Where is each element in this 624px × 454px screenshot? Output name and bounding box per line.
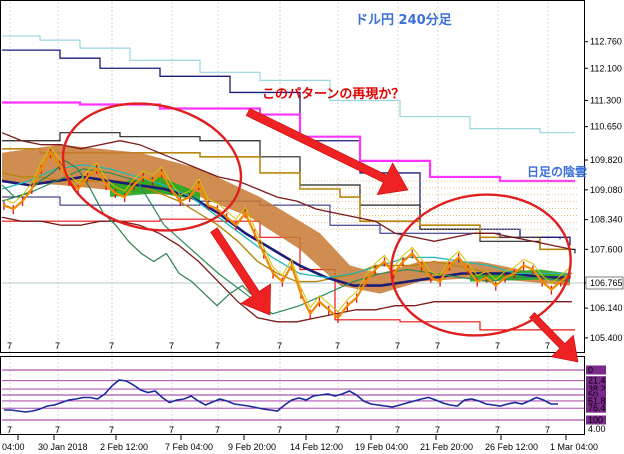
day-marker: 7 [215, 425, 220, 435]
signal-line [3, 145, 571, 313]
x-tick-label: 21 Feb 20:00 [420, 442, 473, 452]
x-tick-label: 1 Mar 04:00 [550, 442, 598, 452]
y-tick-label: 111.300 [590, 95, 621, 105]
osc-level-label: 61.8 [588, 396, 606, 406]
osc-level-box [586, 390, 606, 400]
x-tick-label: 04:00 [2, 442, 25, 452]
osc-level-label: 0 [588, 365, 593, 375]
arrow-down-right [529, 312, 579, 363]
osc-level-box [586, 376, 606, 386]
day-marker: 7 [545, 425, 550, 435]
y-tick-label: 106.765 [590, 278, 623, 288]
x-axis: 04:00 30 Jan 2018 2 Feb 12:00 7 Feb 04:00 9 … [2, 341, 598, 452]
day-marker: 7 [169, 341, 174, 351]
day-marker: 7 [55, 341, 60, 351]
day-marker: 7 [395, 341, 400, 351]
osc-level-box [586, 365, 606, 375]
chart-title: ドル円 240分足 [355, 12, 453, 28]
osc-level-label: 38.2 [588, 384, 606, 394]
lagging-line [1, 160, 256, 307]
day-marker: 7 [335, 425, 340, 435]
daily-cloud-label: 日足の陰雲 [527, 164, 587, 179]
day-marker: 7 [277, 425, 282, 435]
day-marker: 7 [55, 425, 60, 435]
day-marker: 7 [7, 341, 12, 351]
osc-level-label: 76.4 [588, 403, 606, 413]
y-tick-label: 105.400 [590, 333, 623, 343]
pattern-ellipse [61, 102, 243, 232]
oscillator-line [4, 379, 558, 413]
arrow-to-pattern [245, 108, 409, 195]
day-marker: 7 [277, 341, 282, 351]
day-marker: 7 [435, 341, 440, 351]
x-tick-label: 9 Feb 20:00 [228, 442, 276, 452]
day-marker: 7 [215, 341, 220, 351]
day-marker: 7 [109, 425, 114, 435]
y-axis: 112.760 112.100 111.300 110.650 109.820 109.0… [584, 37, 624, 343]
last-price-box [585, 276, 624, 290]
osc-level-label: 21.4 [588, 376, 606, 386]
day-marker: 7 [169, 425, 174, 435]
x-tick-label: 7 Feb 04:00 [165, 442, 213, 452]
day-marker: 7 [435, 425, 440, 435]
arrow-down-left [210, 227, 271, 316]
x-tick-label: 19 Feb 04:00 [355, 442, 408, 452]
day-marker: 7 [495, 341, 500, 351]
day-marker: 7 [395, 425, 400, 435]
y-tick-label: 108.340 [590, 215, 623, 225]
pattern-ellipse [390, 193, 572, 337]
x-tick-label: 2 Feb 12:00 [100, 442, 148, 452]
day-marker: 7 [109, 341, 114, 351]
x-tick-label: 26 Feb 12:00 [485, 442, 538, 452]
y-tick-label: 112.100 [590, 63, 622, 73]
y-tick-label: 112.760 [590, 37, 622, 47]
y-tick-label: 110.650 [590, 122, 622, 132]
price-line [3, 150, 571, 320]
osc-level-label: 100 [588, 415, 603, 425]
plot-area [1, 35, 584, 363]
x-tick-label: 30 Jan 2018 [38, 442, 88, 452]
osc-level-box [586, 415, 606, 425]
pattern-question-label: このパターンの再現か？ [262, 87, 404, 102]
y-tick-label: 106.140 [590, 303, 623, 313]
y-tick-label: 109.820 [590, 155, 623, 165]
y-tick-label: 109.080 [590, 185, 623, 195]
y-tick-label: 107.600 [590, 244, 623, 254]
x-tick-label: 14 Feb 12:00 [290, 442, 343, 452]
day-marker: 7 [495, 425, 500, 435]
osc-level-box [586, 384, 606, 394]
channel-line-1 [2, 35, 575, 134]
oscillator-pane [0, 356, 585, 435]
osc-axis-label: 4.00 [588, 424, 606, 434]
day-marker: 7 [7, 425, 12, 435]
osc-level-box [586, 403, 606, 413]
lower-band [1, 216, 572, 323]
upper-band [1, 132, 573, 251]
baseline [1, 172, 572, 283]
osc-level-box [586, 396, 606, 406]
osc-level-label: 50 [588, 390, 598, 400]
vertical-grid [9, 2, 549, 434]
main-pane [0, 0, 585, 353]
day-marker: 7 [335, 341, 340, 351]
day-marker: 7 [545, 341, 550, 351]
